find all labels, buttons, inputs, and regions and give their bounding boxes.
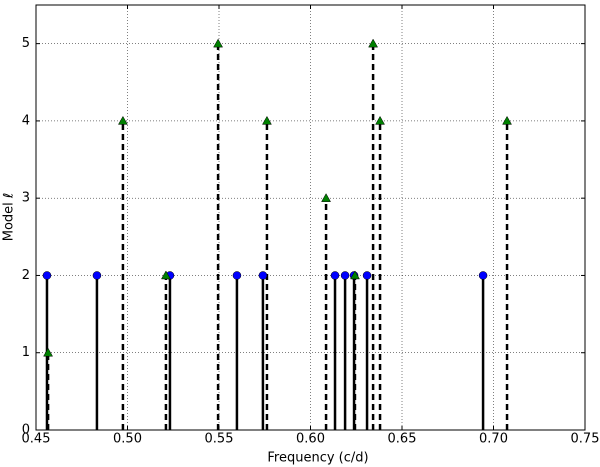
marker — [321, 193, 331, 202]
marker — [232, 271, 242, 280]
x-tick-label: 0.45 — [22, 432, 51, 447]
x-tick-label: 0.70 — [479, 432, 508, 447]
x-tick-label: 0.50 — [113, 432, 142, 447]
y-tick-label: 0 — [22, 423, 30, 438]
x-tick-label: 0.60 — [296, 432, 325, 447]
y-tick-label: 3 — [22, 191, 30, 206]
x-tick-label: 0.55 — [205, 432, 234, 447]
marker — [330, 271, 340, 280]
marker — [161, 270, 171, 280]
x-tick-label: 0.75 — [571, 432, 600, 447]
marker — [258, 271, 268, 280]
marker — [43, 347, 54, 357]
marker — [42, 271, 52, 280]
x-tick-label: 0.65 — [388, 432, 417, 447]
x-axis-label: Frequency (c/d) — [267, 451, 368, 466]
marker — [478, 271, 488, 280]
marker — [375, 115, 385, 125]
marker — [350, 270, 360, 280]
marker — [362, 271, 372, 280]
marker — [92, 271, 102, 280]
y-tick-label: 4 — [22, 113, 30, 128]
y-tick-label: 1 — [22, 345, 30, 360]
y-axis-label: Model ℓ — [2, 193, 17, 242]
marker — [502, 115, 512, 125]
marker — [117, 115, 128, 125]
marker — [213, 38, 224, 48]
marker — [262, 115, 272, 125]
plot-frame — [35, 4, 586, 431]
marker — [368, 38, 379, 48]
y-tick-label: 5 — [22, 36, 30, 51]
y-tick-label: 2 — [22, 268, 30, 283]
marker — [340, 271, 350, 280]
